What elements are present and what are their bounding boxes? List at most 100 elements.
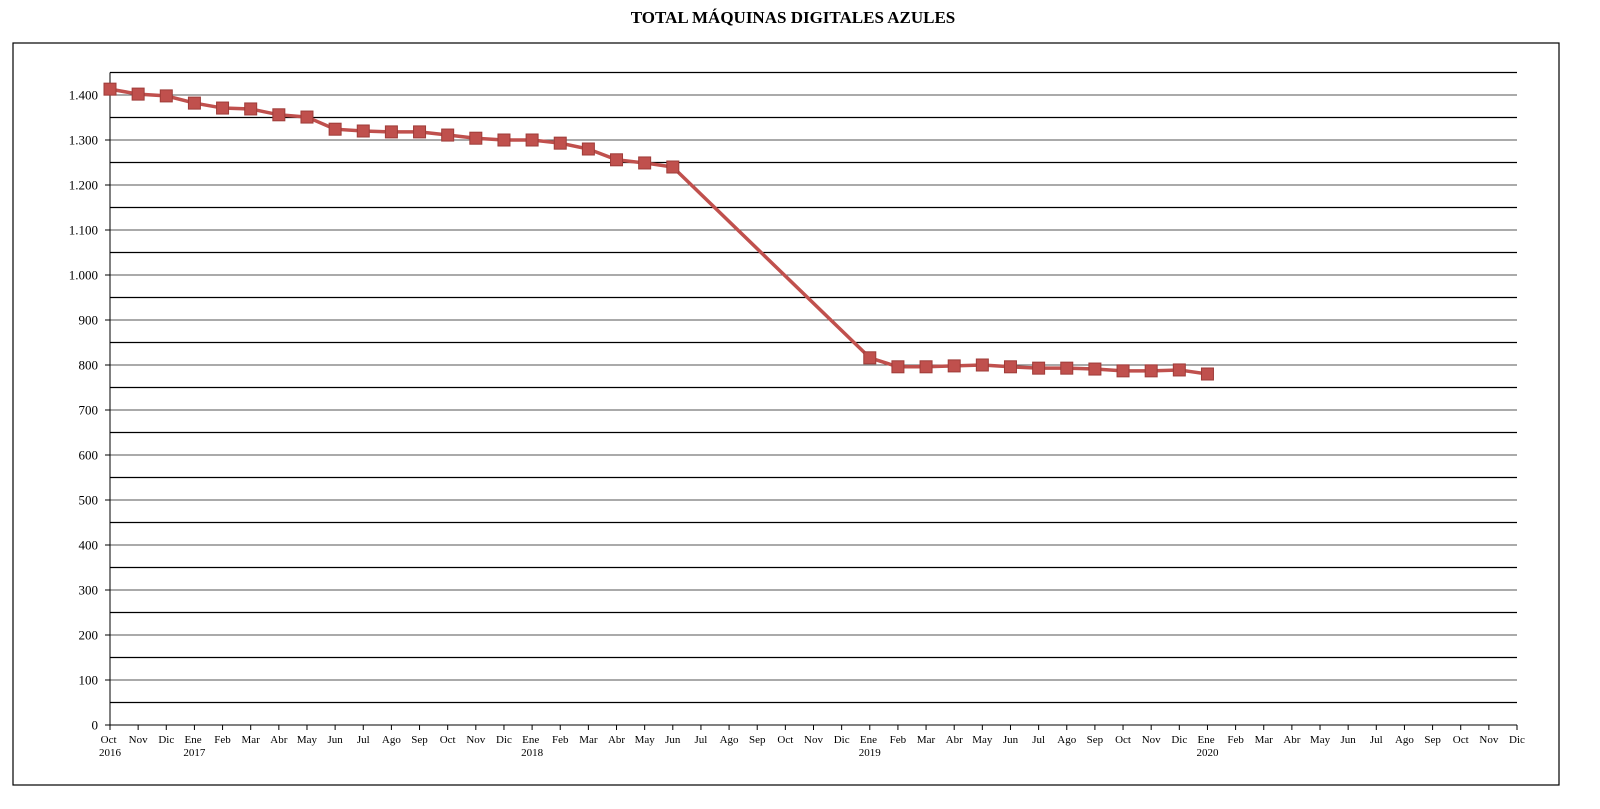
point-marker bbox=[1200, 367, 1214, 381]
point-marker bbox=[553, 136, 567, 150]
x-tick-label: Feb bbox=[890, 734, 907, 746]
point-marker bbox=[159, 89, 173, 103]
x-tick-label: Abr bbox=[270, 734, 287, 746]
x-tick-label: Ago bbox=[382, 734, 401, 746]
point-marker bbox=[300, 110, 314, 124]
x-tick-label: Ago bbox=[1395, 734, 1414, 746]
y-tick-label: 200 bbox=[79, 628, 99, 643]
point-marker bbox=[441, 128, 455, 142]
x-tick-label: Oct 2016 bbox=[99, 734, 122, 759]
y-tick-label: 1.000 bbox=[69, 268, 98, 283]
y-tick-label: 1.200 bbox=[69, 178, 98, 193]
x-tick-label: Ago bbox=[1057, 734, 1076, 746]
y-tick-label: 500 bbox=[79, 493, 99, 508]
point-marker bbox=[919, 360, 933, 374]
point-marker bbox=[469, 131, 483, 145]
x-tick-label: Sep bbox=[1424, 734, 1441, 746]
point-marker bbox=[525, 133, 539, 147]
point-marker bbox=[610, 153, 624, 167]
x-tick-label: Sep bbox=[411, 734, 428, 746]
point-marker bbox=[1144, 364, 1158, 378]
point-marker bbox=[891, 360, 905, 374]
x-tick-label: Feb bbox=[214, 734, 231, 746]
point-marker bbox=[947, 359, 961, 373]
x-tick-label: Nov bbox=[804, 734, 823, 746]
x-tick-label: Nov bbox=[466, 734, 485, 746]
x-tick-label: Oct bbox=[440, 734, 456, 746]
x-tick-label: Jul bbox=[1370, 734, 1383, 746]
x-tick-label: Jun bbox=[327, 734, 343, 746]
x-tick-label: Jun bbox=[1003, 734, 1019, 746]
x-tick-label: Jul bbox=[695, 734, 708, 746]
x-tick-label: Feb bbox=[552, 734, 569, 746]
y-tick-label: 1.300 bbox=[69, 133, 98, 148]
x-tick-label: May bbox=[635, 734, 656, 746]
y-tick-label: 800 bbox=[79, 358, 99, 373]
x-tick-label: Dic bbox=[1509, 734, 1525, 746]
point-marker bbox=[103, 82, 117, 96]
y-tick-label: 300 bbox=[79, 583, 99, 598]
point-marker bbox=[1172, 363, 1186, 377]
point-marker bbox=[413, 125, 427, 139]
x-tick-label: Mar bbox=[917, 734, 936, 746]
point-marker bbox=[187, 96, 201, 110]
y-tick-label: 600 bbox=[79, 448, 99, 463]
x-tick-label: Ene 2018 bbox=[521, 734, 544, 759]
y-tick-label: 0 bbox=[92, 718, 99, 733]
x-tick-label: Sep bbox=[749, 734, 766, 746]
x-tick-label: Mar bbox=[579, 734, 598, 746]
x-tick-label: Jul bbox=[357, 734, 370, 746]
point-marker bbox=[497, 133, 511, 147]
x-tick-label: Abr bbox=[1283, 734, 1300, 746]
x-tick-label: Feb bbox=[1227, 734, 1244, 746]
x-tick-label: Mar bbox=[1255, 734, 1274, 746]
x-tick-label: Sep bbox=[1087, 734, 1104, 746]
x-tick-label: May bbox=[297, 734, 318, 746]
x-tick-label: Jul bbox=[1032, 734, 1045, 746]
x-tick-label: Nov bbox=[129, 734, 148, 746]
y-tick-label: 100 bbox=[79, 673, 99, 688]
point-marker bbox=[1088, 362, 1102, 376]
y-tick-label: 700 bbox=[79, 403, 99, 418]
x-tick-label: Abr bbox=[608, 734, 625, 746]
point-marker bbox=[328, 122, 342, 136]
point-marker bbox=[272, 108, 286, 122]
x-tick-label: Ene 2020 bbox=[1196, 734, 1219, 759]
point-marker bbox=[638, 156, 652, 170]
point-marker bbox=[1032, 361, 1046, 375]
y-tick-label: 1.400 bbox=[69, 88, 98, 103]
x-tick-label: Jun bbox=[1341, 734, 1357, 746]
x-tick-label: Ene 2019 bbox=[859, 734, 882, 759]
x-tick-label: Oct bbox=[777, 734, 793, 746]
point-marker bbox=[131, 87, 145, 101]
point-marker bbox=[216, 101, 230, 115]
point-marker bbox=[581, 142, 595, 156]
x-tick-label: Oct bbox=[1115, 734, 1131, 746]
point-marker bbox=[356, 124, 370, 138]
point-marker bbox=[863, 351, 877, 365]
y-tick-label: 900 bbox=[79, 313, 99, 328]
x-tick-label: May bbox=[972, 734, 993, 746]
point-marker bbox=[244, 102, 258, 116]
y-tick-label: 400 bbox=[79, 538, 99, 553]
x-tick-label: Dic bbox=[158, 734, 174, 746]
x-tick-label: Oct bbox=[1453, 734, 1469, 746]
x-tick-label: Ago bbox=[720, 734, 739, 746]
x-tick-label: Ene 2017 bbox=[183, 734, 206, 759]
chart-title: TOTAL MÁQUINAS DIGITALES AZULES bbox=[631, 8, 956, 27]
point-marker bbox=[384, 125, 398, 139]
x-tick-label: Dic bbox=[834, 734, 850, 746]
x-tick-label: Mar bbox=[242, 734, 261, 746]
x-tick-label: Dic bbox=[496, 734, 512, 746]
x-tick-label: Nov bbox=[1479, 734, 1498, 746]
point-marker bbox=[975, 358, 989, 372]
y-tick-label: 1.100 bbox=[69, 223, 98, 238]
x-tick-label: Jun bbox=[665, 734, 681, 746]
x-tick-label: Dic bbox=[1171, 734, 1187, 746]
point-marker bbox=[1060, 361, 1074, 375]
x-tick-label: Abr bbox=[946, 734, 963, 746]
chart-frame bbox=[12, 42, 1560, 786]
point-marker bbox=[1116, 364, 1130, 378]
